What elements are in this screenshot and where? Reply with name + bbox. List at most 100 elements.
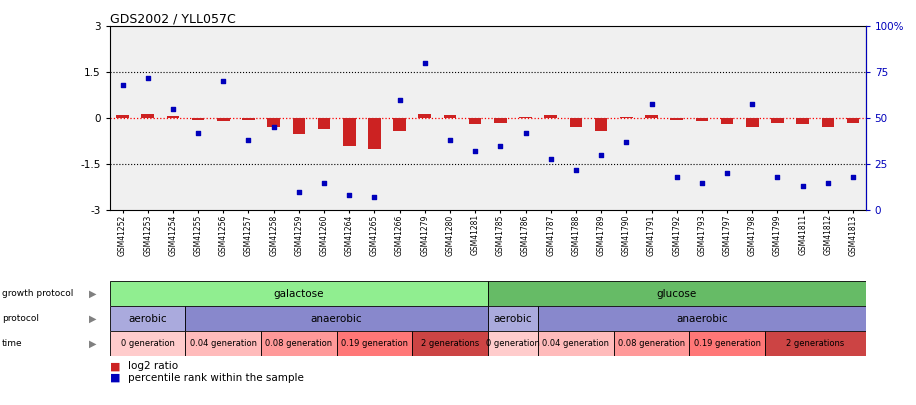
Point [317,179,332,186]
FancyBboxPatch shape [487,281,866,306]
Bar [393,118,406,130]
Bar [141,114,154,118]
FancyBboxPatch shape [487,331,539,356]
Bar [116,115,129,118]
Bar [771,118,784,123]
Point [670,174,684,180]
Point [619,139,634,145]
Point [594,152,608,158]
Point [241,137,256,143]
Text: 0.04 generation: 0.04 generation [542,339,609,348]
Point [694,179,709,186]
Text: ▶: ▶ [89,289,96,298]
Bar [746,118,758,128]
Point [845,174,860,180]
Point [166,106,180,112]
Bar [594,118,607,130]
Bar [494,118,507,123]
Point [342,192,356,199]
Bar [846,118,859,123]
Bar [318,118,331,129]
Bar [368,118,381,149]
FancyBboxPatch shape [689,331,765,356]
Text: 2 generations: 2 generations [420,339,479,348]
Point [392,97,407,103]
Text: ■: ■ [110,361,120,371]
Text: time: time [2,339,23,348]
Point [644,100,659,107]
Text: 2 generations: 2 generations [786,339,845,348]
FancyBboxPatch shape [539,331,614,356]
Point [216,78,231,85]
Bar [544,115,557,118]
Text: aerobic: aerobic [128,314,167,324]
Point [140,75,155,81]
FancyBboxPatch shape [337,331,412,356]
Point [770,174,785,180]
FancyBboxPatch shape [539,306,866,331]
Bar [645,115,658,118]
Point [745,100,759,107]
Bar [167,116,180,118]
Point [543,156,558,162]
Text: ▶: ▶ [89,314,96,324]
FancyBboxPatch shape [487,306,539,331]
Bar [721,118,734,124]
Point [821,179,835,186]
Text: galactose: galactose [274,289,324,298]
FancyBboxPatch shape [614,331,689,356]
Text: ■: ■ [110,373,120,383]
Text: 0.19 generation: 0.19 generation [341,339,408,348]
Point [468,148,483,155]
Bar [242,118,255,120]
Text: 0.04 generation: 0.04 generation [190,339,256,348]
Bar [267,118,280,128]
Bar [292,118,305,134]
Bar [191,118,204,120]
Bar [217,118,230,122]
Point [720,170,735,177]
FancyBboxPatch shape [261,331,337,356]
Bar [822,118,834,128]
Text: glucose: glucose [657,289,697,298]
Bar [443,115,456,118]
Point [418,60,432,66]
Text: protocol: protocol [2,314,38,323]
FancyBboxPatch shape [110,331,185,356]
FancyBboxPatch shape [110,281,487,306]
Text: GDS2002 / YLL057C: GDS2002 / YLL057C [110,12,235,25]
Point [518,130,533,136]
Point [442,137,457,143]
Bar [796,118,809,124]
Text: log2 ratio: log2 ratio [128,361,179,371]
Text: 0.08 generation: 0.08 generation [618,339,685,348]
Text: percentile rank within the sample: percentile rank within the sample [128,373,304,383]
Text: 0 generation: 0 generation [486,339,540,348]
Text: ▶: ▶ [89,339,96,349]
FancyBboxPatch shape [185,306,487,331]
Point [291,189,306,195]
Bar [419,114,431,118]
Point [267,124,281,131]
Point [795,183,810,190]
Bar [695,118,708,122]
Point [115,82,130,88]
Bar [570,118,583,128]
Bar [671,118,683,120]
Bar [469,118,482,124]
Point [191,130,205,136]
FancyBboxPatch shape [110,306,185,331]
Text: growth protocol: growth protocol [2,289,73,298]
Text: 0.19 generation: 0.19 generation [693,339,760,348]
Text: anaerobic: anaerobic [311,314,363,324]
Text: 0 generation: 0 generation [121,339,175,348]
FancyBboxPatch shape [412,331,487,356]
Text: anaerobic: anaerobic [676,314,727,324]
FancyBboxPatch shape [185,331,261,356]
Bar [343,118,355,146]
Point [569,166,583,173]
Bar [519,117,532,118]
FancyBboxPatch shape [765,331,866,356]
Bar [620,117,633,118]
Point [367,194,382,200]
